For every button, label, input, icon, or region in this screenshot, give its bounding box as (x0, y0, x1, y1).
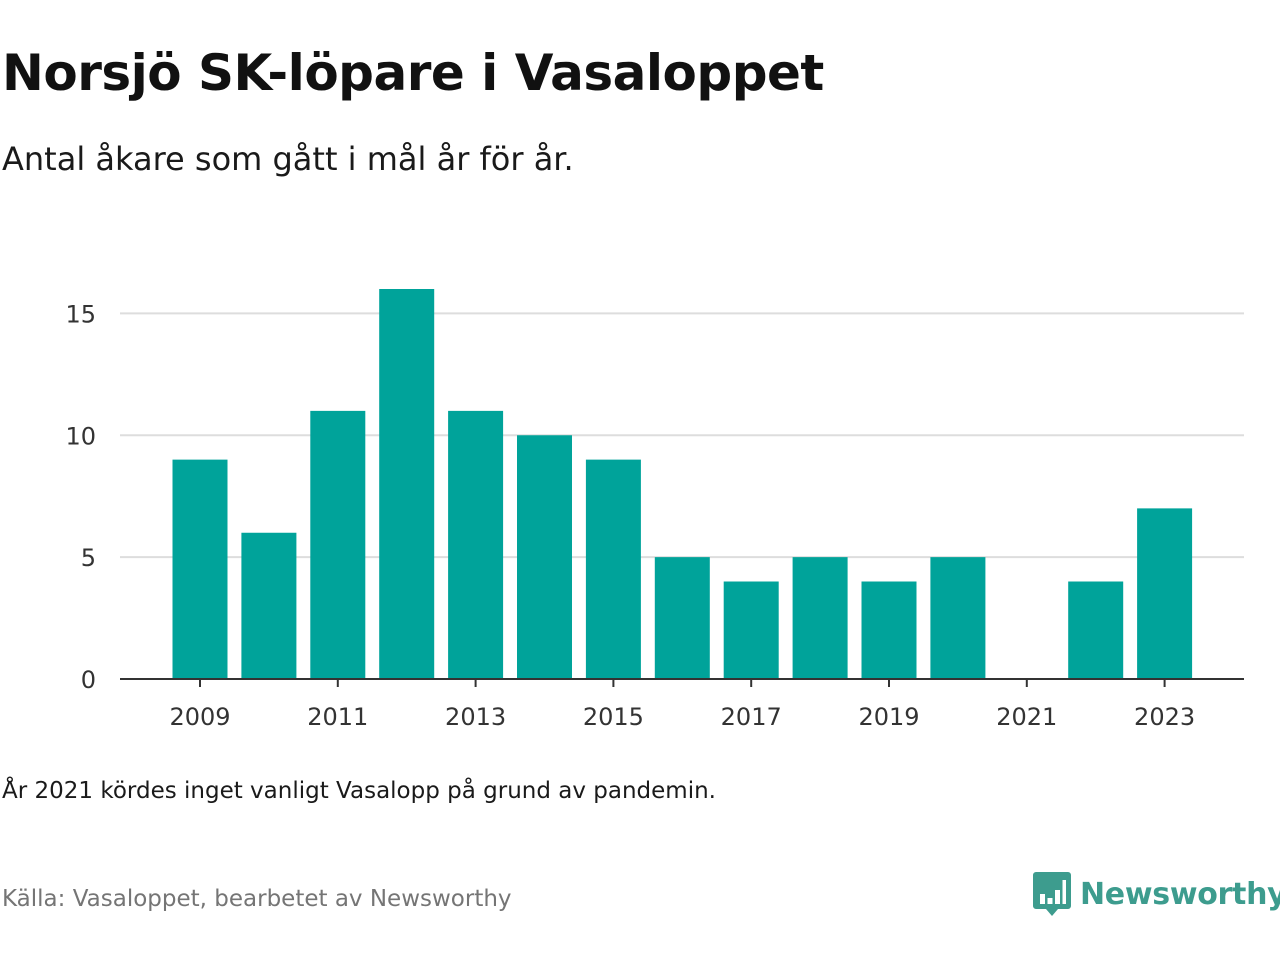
x-tick-label: 2011 (307, 703, 368, 731)
bar-2016 (654, 557, 710, 679)
bar-2022 (1068, 581, 1124, 679)
x-tick-label: 2015 (583, 703, 644, 731)
bar-2010 (241, 532, 297, 679)
newsworthy-logo-icon (1033, 872, 1071, 916)
newsworthy-brand: Newsworthy (1032, 870, 1280, 918)
x-tick-label: 2009 (169, 703, 230, 731)
x-tick-label: 2021 (996, 703, 1057, 731)
bar-2013 (448, 410, 504, 679)
brand-name: Newsworthy (1080, 876, 1280, 912)
bar-2015 (585, 459, 641, 679)
bars (172, 289, 1193, 679)
chart-note: År 2021 kördes inget vanligt Vasalopp på… (2, 778, 716, 804)
bar-chart: 0 5 10 15 2009 2011 2013 2015 2017 2019 2021 2023 (65, 289, 1244, 731)
bar-2018 (792, 557, 848, 679)
source-credit: Källa: Vasaloppet, bearbetet av Newswort… (2, 886, 512, 912)
axes: 0 5 10 15 2009 2011 2013 2015 2017 2019 2021 2023 (65, 300, 1244, 731)
bar-2009 (172, 459, 228, 679)
chart-title: Norsjö SK-löpare i Vasaloppet (2, 44, 824, 102)
x-tick-label: 2013 (445, 703, 506, 731)
x-tick-label: 2017 (721, 703, 782, 731)
y-tick-label: 15 (65, 300, 96, 328)
bar-2011 (310, 410, 366, 679)
chart-subtitle: Antal åkare som gått i mål år för år. (2, 140, 574, 178)
bar-2020 (930, 557, 986, 679)
bar-2017 (723, 581, 779, 679)
x-tick-label: 2019 (858, 703, 919, 731)
y-tick-label: 10 (65, 422, 96, 450)
x-tick-label: 2023 (1134, 703, 1195, 731)
bar-2012 (379, 289, 435, 679)
bar-2023 (1137, 508, 1193, 679)
bar-2014 (517, 435, 572, 679)
y-tick-label: 5 (81, 544, 96, 572)
gridlines (120, 312, 1244, 559)
y-tick-label: 0 (81, 666, 96, 694)
bar-2019 (861, 581, 917, 679)
